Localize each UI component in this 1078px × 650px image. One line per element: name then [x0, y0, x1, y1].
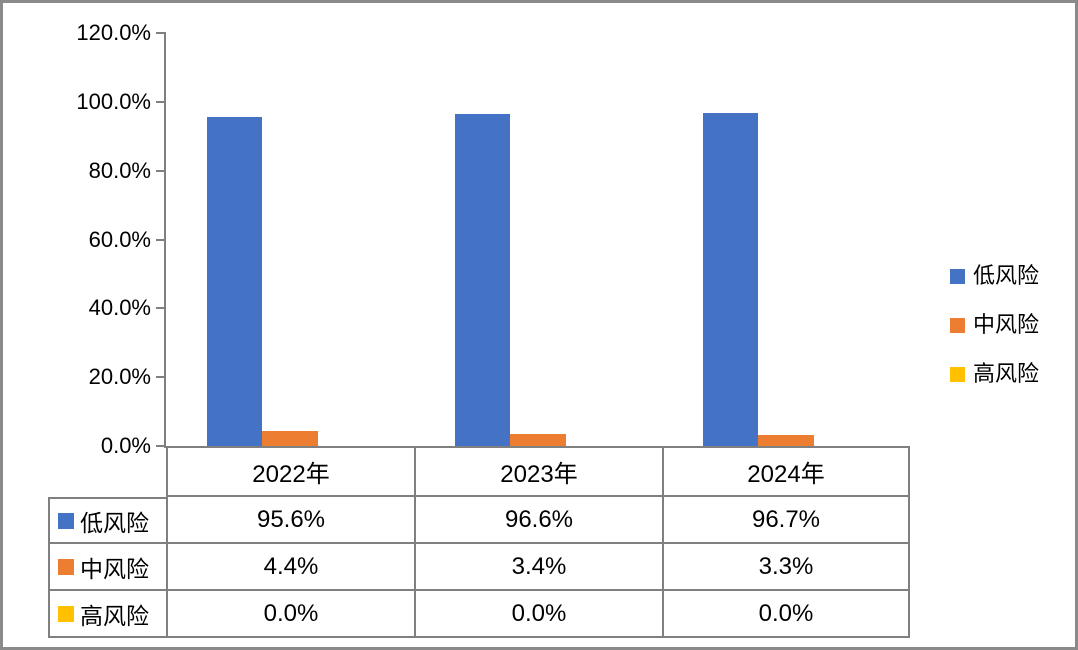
plot-area	[166, 33, 910, 448]
row-swatch-icon	[58, 558, 74, 575]
bar	[262, 430, 318, 446]
row-swatch-icon	[58, 605, 74, 622]
value-cell: 96.7%	[662, 497, 910, 544]
legend-item: 中风险	[950, 314, 1039, 336]
legend-item: 高风险	[950, 363, 1039, 385]
value-cell: 4.4%	[166, 544, 414, 591]
value-cell: 3.3%	[662, 544, 910, 591]
legend-label: 高风险	[973, 361, 1040, 386]
value-cell: 96.6%	[414, 497, 662, 544]
y-axis-tick-label: 40.0%	[88, 295, 151, 321]
value-cell: 95.6%	[166, 497, 414, 544]
legend-label: 低风险	[973, 263, 1040, 288]
year-header-cell: 2024年	[662, 446, 910, 497]
y-axis-tick-label: 60.0%	[88, 226, 151, 252]
data-table: 2022年 2023年 2024年低风险 95.6% 96.6% 96.7% 中风险 4.4%…	[48, 446, 910, 638]
value-cell: 3.4%	[414, 544, 662, 591]
bar	[702, 113, 759, 446]
legend: 低风险 中风险 高风险	[950, 265, 1039, 385]
row-header-cell: 高风险	[48, 591, 166, 638]
value-cell: 0.0%	[414, 591, 662, 638]
y-axis-tick-label: 120.0%	[76, 20, 151, 45]
bar	[510, 434, 566, 446]
y-axis-tick-mark	[156, 307, 166, 310]
row-header-label: 高风险	[80, 602, 149, 629]
y-axis-tick-mark	[156, 169, 166, 172]
bar	[758, 434, 814, 446]
legend-item: 低风险	[950, 265, 1039, 287]
y-axis-tick-label: 80.0%	[88, 157, 151, 183]
table-corner-cell	[48, 446, 166, 497]
row-header-cell: 中风险	[48, 544, 166, 591]
row-header-label: 低风险	[80, 509, 149, 536]
year-header-cell: 2022年	[166, 446, 414, 497]
y-axis-tick-mark	[156, 376, 166, 379]
y-axis-tick-mark	[156, 100, 166, 103]
legend-swatch-icon	[950, 366, 965, 382]
y-axis-tick-label: 100.0%	[76, 88, 151, 114]
legend-swatch-icon	[950, 317, 965, 333]
row-header-label: 中风险	[80, 555, 149, 582]
row-header-cell: 低风险	[48, 497, 166, 544]
y-axis-line	[164, 33, 166, 448]
bar	[206, 116, 263, 446]
value-cell: 0.0%	[662, 591, 910, 638]
y-axis-tick-mark	[156, 32, 166, 34]
y-axis-tick-label: 20.0%	[88, 364, 151, 390]
year-header-cell: 2023年	[414, 446, 662, 497]
bar	[454, 113, 511, 446]
y-axis-tick-mark	[156, 238, 166, 241]
legend-swatch-icon	[950, 268, 965, 284]
y-axis-tick-label: 0.0%	[100, 433, 151, 458]
value-cell: 0.0%	[166, 591, 414, 638]
y-axis-tick-mark	[156, 445, 166, 447]
legend-label: 中风险	[973, 312, 1040, 337]
row-swatch-icon	[58, 512, 74, 529]
